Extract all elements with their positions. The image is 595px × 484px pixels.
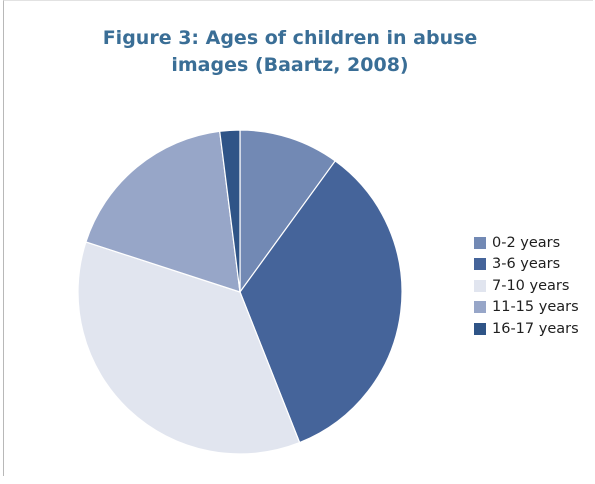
legend-label: 3-6 years bbox=[492, 256, 561, 273]
legend-swatch bbox=[474, 258, 486, 271]
legend-label: 11-15 years bbox=[492, 299, 579, 316]
chart-title-line-2: images (Baartz, 2008) bbox=[171, 54, 409, 76]
legend-swatch bbox=[474, 236, 486, 249]
legend-label: 16-17 years bbox=[492, 320, 579, 337]
legend-item-11-15-years: 11-15 years bbox=[474, 297, 579, 319]
pie-slices bbox=[77, 129, 403, 455]
legend: 0-2 years 3-6 years 7-10 years 11-15 yea… bbox=[474, 232, 579, 340]
pie-slice-11-15-years bbox=[85, 130, 241, 293]
pie-slice-3-6-years bbox=[239, 160, 403, 444]
legend-swatch bbox=[474, 279, 486, 292]
legend-item-3-6-years: 3-6 years bbox=[474, 254, 579, 276]
pie-slice-7-10-years bbox=[77, 241, 301, 455]
chart-title: Figure 3: Ages of children in abuse imag… bbox=[70, 25, 510, 79]
chart-title-line-1: Figure 3: Ages of children in abuse bbox=[102, 27, 478, 49]
pie-slice-0-2-years bbox=[239, 129, 337, 294]
legend-label: 7-10 years bbox=[492, 277, 570, 294]
legend-item-0-2-years: 0-2 years bbox=[474, 232, 579, 254]
legend-label: 0-2 years bbox=[492, 234, 561, 251]
chart-frame bbox=[3, 0, 593, 476]
legend-item-7-10-years: 7-10 years bbox=[474, 275, 579, 297]
legend-item-16-17-years: 16-17 years bbox=[474, 318, 579, 340]
pie-slice-16-17-years bbox=[219, 129, 241, 293]
legend-swatch bbox=[474, 322, 486, 335]
legend-swatch bbox=[474, 301, 486, 314]
